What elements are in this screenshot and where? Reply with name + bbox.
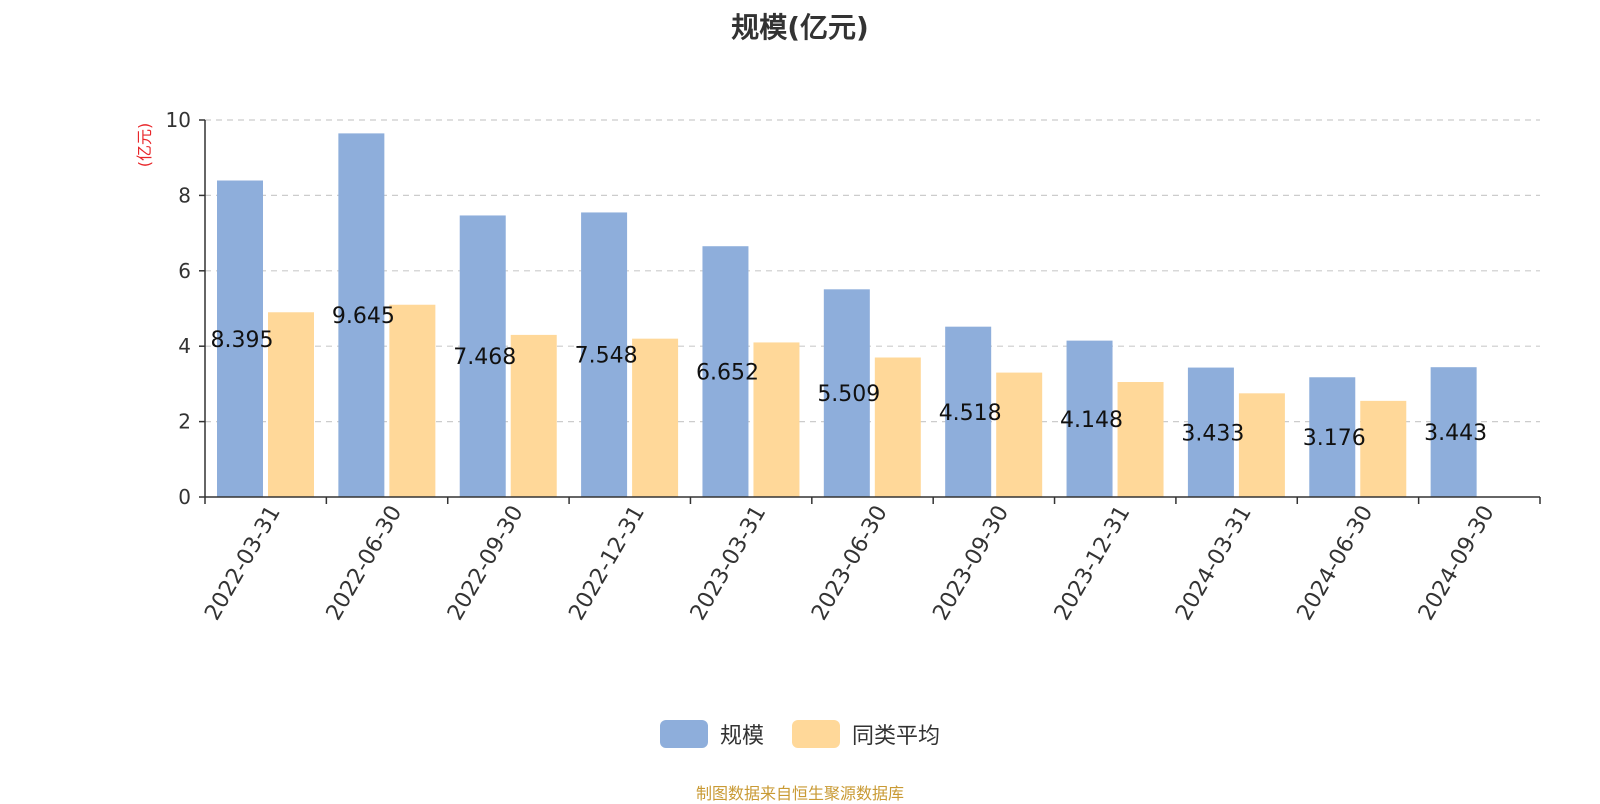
- legend-item-series2[interactable]: 同类平均: [792, 718, 940, 750]
- bars: [217, 133, 1477, 498]
- legend-item-series1[interactable]: 规模: [659, 718, 764, 750]
- x-tick-label-10: 2024-09-30: [1414, 502, 1500, 625]
- bar-series2-9: [1360, 400, 1407, 497]
- bar-series2-7: [1117, 382, 1164, 497]
- bar-series2-8: [1238, 393, 1285, 497]
- x-tick-label-8: 2024-03-31: [1171, 502, 1257, 625]
- bar-series2-1: [389, 304, 436, 497]
- bar-series1-9: [1309, 377, 1356, 497]
- bar-series1-6: [945, 326, 992, 497]
- x-tick-label-2: 2022-09-30: [443, 502, 529, 625]
- y-tick-label-2: 2: [178, 410, 191, 434]
- data-label-series1-3: 7.548: [575, 344, 638, 369]
- bar-series1-7: [1066, 340, 1113, 497]
- bar-series2-3: [632, 338, 679, 497]
- source-note: 制图数据来自恒生聚源数据库: [695, 784, 904, 803]
- bar-series1-1: [338, 133, 385, 498]
- y-tick-label-8: 8: [178, 183, 191, 207]
- data-label-series1-10: 3.443: [1424, 421, 1487, 446]
- x-tick-label-7: 2023-12-31: [1050, 502, 1136, 625]
- bar-series2-4: [753, 342, 800, 497]
- x-tick-label-6: 2023-09-30: [928, 502, 1014, 625]
- x-tick-label-0: 2022-03-31: [200, 502, 286, 625]
- bar-series1-0: [217, 180, 263, 498]
- bar-series2-5: [874, 357, 921, 497]
- data-label-series1-0: 8.395: [211, 328, 274, 353]
- data-label-series1-5: 5.509: [817, 382, 880, 407]
- bar-series1-3: [581, 212, 628, 497]
- y-tick-label-4: 4: [178, 334, 191, 358]
- bar-series2-6: [996, 372, 1043, 497]
- legend-swatch-series2: [792, 720, 840, 748]
- bar-series1-10: [1430, 367, 1477, 497]
- data-label-series1-9: 3.176: [1303, 426, 1366, 451]
- data-label-series1-7: 4.148: [1060, 408, 1123, 433]
- chart-title: 规模(亿元): [731, 11, 869, 44]
- y-tick-label-10: 10: [166, 108, 191, 132]
- legend-label-series1: 规模: [719, 724, 764, 749]
- data-label-series1-4: 6.652: [696, 361, 759, 386]
- y-axis-unit-label: (亿元): [135, 123, 154, 168]
- x-tick-label-3: 2022-12-31: [564, 502, 650, 625]
- x-tick-label-1: 2022-06-30: [322, 502, 408, 625]
- x-tick-label-4: 2023-03-31: [686, 502, 772, 625]
- data-label-series1-1: 9.645: [332, 304, 395, 329]
- bar-series2-2: [510, 334, 557, 497]
- x-tick-label-5: 2023-06-30: [807, 502, 893, 625]
- legend: 规模 同类平均: [0, 718, 1600, 750]
- legend-label-series2: 同类平均: [852, 724, 941, 749]
- legend-swatch-series1: [659, 720, 708, 748]
- data-label-series1-8: 3.433: [1181, 421, 1244, 446]
- y-tick-label-0: 0: [178, 485, 191, 509]
- bar-series1-2: [459, 215, 506, 497]
- bar-series1-5: [823, 289, 870, 497]
- bar-series1-8: [1187, 367, 1234, 497]
- y-tick-label-6: 6: [178, 259, 191, 283]
- data-labels: 8.395 9.645 7.468 7.548 6.652 5.509 4.518 4.148…: [211, 304, 1488, 451]
- x-tick-label-9: 2024-06-30: [1293, 502, 1379, 625]
- data-label-series1-6: 4.518: [939, 401, 1002, 426]
- bar-series2-0: [268, 312, 314, 497]
- data-label-series1-2: 7.468: [453, 345, 516, 370]
- bar-series1-4: [702, 246, 749, 497]
